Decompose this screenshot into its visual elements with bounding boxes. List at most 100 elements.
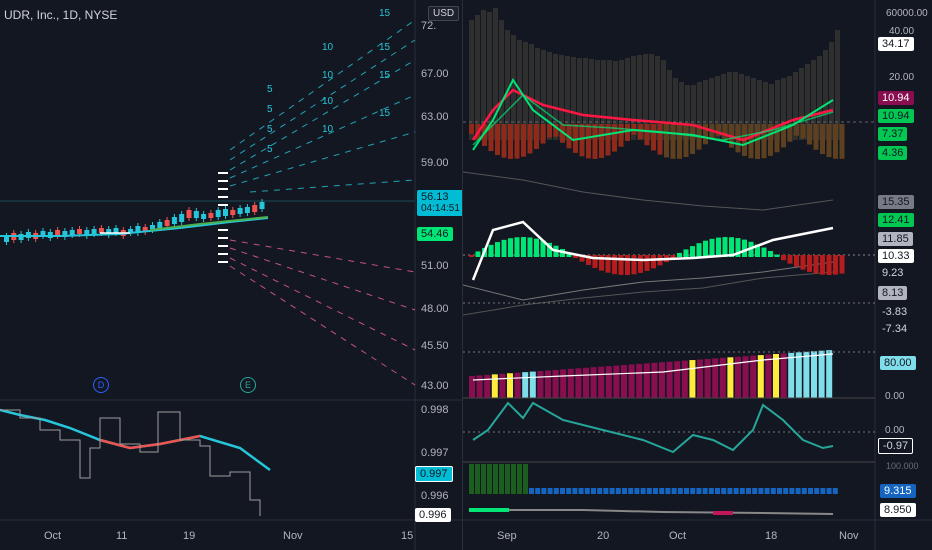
green-line	[472, 78, 834, 151]
volume-bar	[745, 76, 750, 140]
ma-line-green	[149, 216, 269, 231]
bottom-blue-bar	[609, 488, 615, 494]
hist-bar	[833, 124, 838, 159]
color-bar	[704, 358, 711, 398]
price-axis-top: 72.	[421, 20, 437, 32]
mid-bar	[716, 237, 721, 257]
hist-bar	[553, 124, 559, 137]
r-time-18: 18	[765, 530, 778, 542]
bottom-blue-bar	[653, 488, 658, 494]
left-chart-pane[interactable]: UDR, Inc., 1D, NYSE USD 72. 67.00 63.00 …	[0, 0, 463, 550]
color-bar	[643, 363, 650, 398]
hist-bar	[638, 124, 643, 140]
countdown: 04:14:51	[421, 203, 460, 214]
axis-40: 40.00	[889, 26, 915, 37]
osc-red-segment	[99, 434, 201, 450]
mid-bar	[820, 255, 825, 275]
mid-bar	[774, 254, 780, 257]
color-bar	[469, 376, 475, 398]
volume-bar	[709, 78, 714, 140]
ma-value-tag: 54.46	[417, 227, 453, 241]
volume-bar	[721, 74, 726, 140]
mid-bar	[703, 240, 708, 257]
tag-15-35: 15.35	[878, 195, 914, 209]
currency-badge[interactable]: USD	[428, 6, 460, 21]
color-bar	[795, 352, 802, 398]
tag-10-94-a: 10.94	[878, 91, 914, 105]
color-bar	[750, 355, 757, 398]
bottom-blue-bar	[553, 488, 559, 494]
bottom-blue-bar	[814, 488, 820, 494]
osc-value-white: 0.996	[415, 508, 451, 522]
color-bar	[651, 362, 658, 398]
hist-bar	[807, 124, 812, 145]
time-15: 15	[401, 530, 414, 542]
volume-bar	[523, 42, 528, 140]
bottom-blue-bar	[739, 488, 745, 494]
color-bar	[522, 372, 529, 398]
bottom-green-bar	[493, 464, 498, 494]
volume-bar	[679, 82, 684, 140]
volume-bar	[787, 76, 792, 140]
color-bar	[811, 351, 817, 398]
color-bar	[719, 357, 726, 398]
symbol-title: UDR, Inc., 1D, NYSE	[4, 8, 118, 22]
bottom-blue-bar	[677, 488, 683, 494]
hist-bar	[716, 124, 721, 136]
tag-7-37: 7.37	[878, 127, 908, 141]
bottom-blue-bar	[801, 488, 807, 494]
level-tick	[218, 188, 228, 190]
tag-10-33: 10.33	[878, 249, 914, 263]
bottom-blue-bar	[659, 488, 665, 494]
volume-bar	[781, 78, 786, 140]
bottom-blue-bar	[690, 488, 696, 494]
color-bar	[583, 367, 589, 398]
color-bar	[742, 356, 749, 398]
tag-8-950: 8.950	[880, 503, 916, 517]
left-chart-canvas[interactable]	[0, 0, 462, 550]
color-bar	[757, 355, 764, 398]
proj-label: 10	[322, 70, 334, 81]
mid-bar	[540, 240, 546, 257]
mid-bar	[573, 255, 578, 259]
color-bar	[476, 375, 483, 398]
hist-bar	[482, 124, 487, 146]
price-axis-63: 63.00	[421, 111, 449, 123]
color-line	[472, 353, 834, 381]
level-tick	[218, 204, 228, 206]
bottom-blue-bar	[628, 488, 634, 494]
mid-bar	[501, 239, 507, 257]
right-chart-pane[interactable]: 60000.00 40.00 34.17 20.00 10.94 10.94 7…	[463, 0, 932, 550]
color-bar	[621, 365, 627, 398]
volume-bar	[739, 74, 744, 140]
price-axis-67: 67.00	[421, 68, 449, 80]
bottom-blue-bar	[820, 488, 826, 494]
axis-0-b: 0.00	[885, 425, 905, 436]
volume-bar	[643, 54, 648, 140]
mid-bar	[586, 255, 591, 265]
volume-bar	[589, 59, 594, 140]
volume-bar	[655, 56, 660, 140]
volume-bar	[493, 8, 498, 140]
level-tick	[218, 245, 228, 247]
hist-bar	[644, 124, 650, 146]
hist-bar	[599, 124, 604, 158]
hist-bar	[612, 124, 617, 152]
mid-bar	[729, 237, 734, 257]
earnings-marker[interactable]: E	[240, 377, 256, 393]
color-bar	[826, 350, 833, 398]
volume-bar	[565, 56, 570, 140]
mid-bar	[722, 237, 728, 257]
mid-bar	[605, 255, 611, 273]
r-time-nov: Nov	[839, 530, 859, 542]
bottom-green-bar	[517, 464, 522, 494]
right-chart-canvas[interactable]	[463, 0, 932, 550]
mid-bar	[514, 237, 520, 257]
dividend-marker[interactable]: D	[93, 377, 109, 393]
axis-100000: 100.000	[886, 461, 919, 471]
price-axis-43: 43.00	[421, 380, 449, 392]
bottom-blue-bar	[832, 488, 838, 494]
volume-bar	[661, 60, 666, 140]
bottom-blue-bar	[733, 488, 739, 494]
volume-bar	[511, 35, 516, 140]
